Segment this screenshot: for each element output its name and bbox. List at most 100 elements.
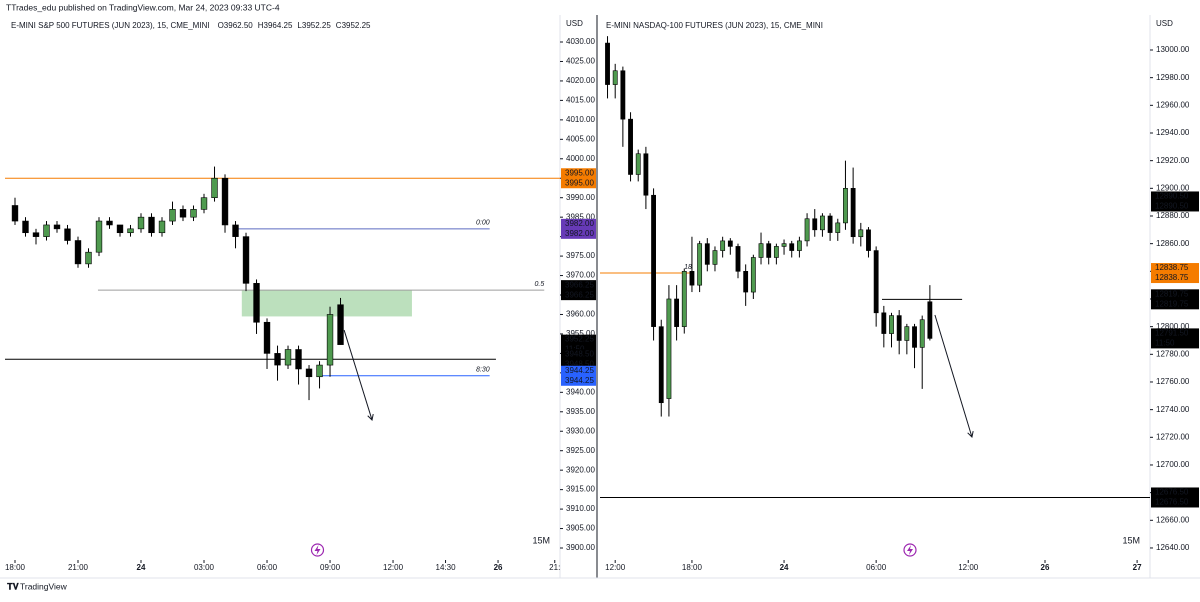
candle-body xyxy=(820,215,825,231)
candle-body xyxy=(337,304,344,345)
y-tick-label: 12640.00 xyxy=(1156,543,1190,552)
chart-title: E-MINI NASDAQ-100 FUTURES (JUN 2023), 15… xyxy=(606,21,823,30)
y-tick-label: 3970.00 xyxy=(566,271,595,280)
y-tick-label: 4030.00 xyxy=(566,37,595,46)
price-label-text: 3952.25 xyxy=(565,335,594,344)
candle-body xyxy=(211,177,218,199)
candle-body xyxy=(643,153,649,196)
candle-body xyxy=(735,246,741,272)
y-tick-label: 12660.00 xyxy=(1156,515,1190,524)
chart-title: E-MINI S&P 500 FUTURES (JUN 2023), 15, C… xyxy=(11,21,210,30)
candle-body xyxy=(781,243,787,247)
candle-body xyxy=(127,228,134,234)
price-label-text: 3995.00 xyxy=(565,178,594,187)
price-label-text: 12791.50 xyxy=(1155,329,1189,338)
y-tick-label: 12900.00 xyxy=(1156,183,1190,192)
y-tick-label: 3925.00 xyxy=(566,446,595,455)
candle-body xyxy=(919,319,925,348)
candle-body xyxy=(316,364,323,378)
event-icon-bolt xyxy=(314,545,321,555)
candle-body xyxy=(605,42,610,85)
price-label-box xyxy=(561,365,596,386)
y-tick-label: 3955.00 xyxy=(566,329,595,338)
candle-body xyxy=(750,257,756,293)
x-tick-label: 12:00 xyxy=(383,563,404,572)
candle-body xyxy=(843,188,848,224)
y-tick-label: 3905.00 xyxy=(566,524,595,533)
price-label-text: 12676.50 xyxy=(1155,498,1189,507)
price-label-box xyxy=(1151,328,1199,349)
y-tick-label: 12780.00 xyxy=(1156,349,1190,358)
candle-body xyxy=(169,209,176,222)
y-tick-label: 3990.00 xyxy=(566,193,595,202)
event-icon xyxy=(903,543,917,557)
x-tick-label: 21: xyxy=(549,563,560,572)
y-tick-label: 12800.00 xyxy=(1156,322,1190,331)
candle-body xyxy=(148,216,155,234)
candle-body xyxy=(106,220,113,226)
price-label-text: 11:50 xyxy=(1155,339,1175,348)
candle-body xyxy=(697,243,703,286)
candle-body xyxy=(22,220,29,234)
price-label-text: 3982.00 xyxy=(565,219,594,228)
candle-body xyxy=(835,222,841,233)
candle-body xyxy=(11,205,19,222)
charts: E-MINI S&P 500 FUTURES (JUN 2023), 15, C… xyxy=(5,15,1199,578)
candle-body xyxy=(628,118,633,175)
price-label-text: 3966.25 xyxy=(565,290,594,299)
y-tick-label: 3940.00 xyxy=(566,387,595,396)
y-tick-label: 12920.00 xyxy=(1156,156,1190,165)
ohlc-value: H3964.25 xyxy=(258,21,293,30)
candle-body xyxy=(727,240,733,247)
price-label-box xyxy=(561,280,596,301)
y-tick-label: 3915.00 xyxy=(566,485,595,494)
candle-body xyxy=(827,215,833,233)
axis-unit: USD xyxy=(1156,19,1173,28)
candle-body xyxy=(253,283,260,323)
watermark: 15M xyxy=(1122,535,1140,545)
candle-body xyxy=(812,218,818,231)
arrow xyxy=(934,314,974,439)
x-tick-label: 06:00 xyxy=(866,563,887,572)
y-tick-label: 12700.00 xyxy=(1156,460,1190,469)
y-tick-label: 12980.00 xyxy=(1156,73,1190,82)
candle-body xyxy=(912,326,917,348)
y-tick-label: 3900.00 xyxy=(566,543,595,552)
candle-body xyxy=(927,301,933,339)
candle-body xyxy=(651,194,656,327)
candle-body xyxy=(704,243,710,265)
candle-body xyxy=(274,353,281,366)
price-label-box xyxy=(1151,289,1199,310)
candle-body xyxy=(179,209,187,218)
y-tick-label: 3935.00 xyxy=(566,407,595,416)
price-label-text: 3948.50 xyxy=(565,359,594,368)
price-label-text: 12819.75 xyxy=(1155,289,1189,298)
y-tick-label: 12720.00 xyxy=(1156,432,1190,441)
y-tick-label: 3985.00 xyxy=(566,212,595,221)
event-icon-bolt xyxy=(907,545,913,555)
zone xyxy=(241,290,412,317)
candle-body xyxy=(658,326,664,404)
price-label-box xyxy=(561,168,596,189)
candle-body xyxy=(689,271,695,286)
price-label-text: 12676.50 xyxy=(1155,488,1189,497)
tv-logo: 𝐓𝐕 xyxy=(7,581,20,591)
y-tick-label: 12960.00 xyxy=(1156,100,1190,109)
price-label-box xyxy=(561,218,596,239)
x-tick-label: 14:30 xyxy=(436,563,457,572)
candle-body xyxy=(85,251,92,265)
candle-body xyxy=(889,315,894,334)
price-label-text: 12890.50 xyxy=(1155,202,1189,211)
candle-body xyxy=(263,321,271,354)
y-tick-label: 4020.00 xyxy=(566,76,595,85)
level-label: 0.5 xyxy=(535,281,545,288)
x-tick-label: 06:00 xyxy=(257,563,278,572)
ohlc-value: O3962.50 xyxy=(218,21,254,30)
candle-body xyxy=(200,197,208,210)
candle-body xyxy=(743,271,749,293)
candle-body xyxy=(866,229,871,251)
y-tick-label: 12940.00 xyxy=(1156,128,1190,137)
price-label-text: 3944.25 xyxy=(565,376,594,385)
